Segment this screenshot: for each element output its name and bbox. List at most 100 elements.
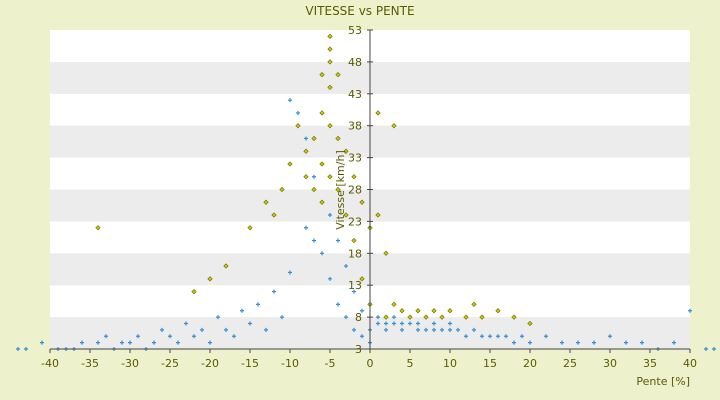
data-point-yellow bbox=[279, 186, 285, 193]
data-point-blue bbox=[288, 98, 292, 103]
data-point-blue bbox=[304, 225, 308, 230]
data-point-yellow bbox=[263, 199, 269, 205]
data-point-yellow bbox=[327, 84, 333, 91]
data-point-blue bbox=[272, 289, 276, 294]
x-tick-label: -5 bbox=[325, 357, 336, 370]
data-point-blue bbox=[176, 340, 180, 345]
y-tick-label: 23 bbox=[348, 215, 362, 228]
y-axis-label: Vitesse [km/h] bbox=[334, 150, 347, 230]
data-point-yellow bbox=[471, 301, 477, 307]
data-point-blue bbox=[40, 340, 44, 345]
axes bbox=[49, 29, 691, 353]
x-tick-label: 25 bbox=[563, 357, 577, 370]
data-point-blue bbox=[384, 327, 388, 332]
data-point-blue bbox=[248, 321, 252, 326]
data-point-yellow bbox=[207, 276, 213, 282]
x-tick-label: 0 bbox=[367, 357, 374, 370]
data-point-yellow bbox=[303, 148, 309, 154]
y-tick-label: 13 bbox=[348, 279, 362, 292]
y-tick-label: 18 bbox=[348, 247, 362, 260]
y-tick-label: 53 bbox=[348, 24, 362, 37]
x-tick-label: -35 bbox=[81, 357, 99, 370]
data-point-blue bbox=[24, 347, 28, 351]
data-point-blue bbox=[336, 302, 340, 307]
y-tick-label: 28 bbox=[348, 184, 362, 197]
data-point-yellow bbox=[319, 161, 325, 167]
data-point-yellow bbox=[319, 72, 325, 78]
y-tick-label: 33 bbox=[348, 152, 362, 165]
data-point-blue bbox=[352, 289, 356, 294]
data-point-blue bbox=[136, 334, 140, 339]
data-point-blue bbox=[104, 334, 108, 339]
data-point-blue bbox=[344, 264, 348, 269]
data-point-blue bbox=[400, 327, 404, 332]
data-point-yellow bbox=[327, 123, 333, 129]
data-point-blue bbox=[672, 340, 676, 345]
y-tick-label: 8 bbox=[355, 311, 362, 324]
data-point-blue bbox=[424, 327, 428, 332]
data-point-blue bbox=[232, 334, 236, 339]
data-point-blue bbox=[704, 347, 708, 351]
data-point-blue bbox=[256, 302, 260, 307]
data-point-blue bbox=[432, 327, 436, 332]
data-point-yellow bbox=[463, 314, 469, 320]
y-tick-label: 43 bbox=[348, 88, 362, 101]
data-point-yellow bbox=[303, 174, 309, 180]
x-tick-label: 15 bbox=[483, 357, 497, 370]
data-point-yellow bbox=[327, 33, 333, 40]
x-tick-label: 20 bbox=[523, 357, 537, 370]
data-point-yellow bbox=[335, 135, 341, 142]
data-point-yellow bbox=[311, 135, 317, 142]
data-point-blue bbox=[448, 321, 452, 326]
data-point-blue bbox=[288, 270, 292, 275]
tick-labels: -40 -35 -30 -25 -20 -15 -10 -5 0 5 10 15 20 25 30 35 40 3… bbox=[41, 24, 697, 370]
data-point-yellow bbox=[287, 161, 293, 167]
data-point-yellow bbox=[391, 301, 397, 307]
data-point-blue bbox=[312, 174, 316, 179]
data-point-blue bbox=[624, 340, 628, 345]
x-tick-label: 30 bbox=[603, 357, 617, 370]
data-point-blue bbox=[224, 327, 228, 332]
data-point-yellow bbox=[295, 123, 301, 129]
data-point-blue bbox=[168, 334, 172, 339]
data-point-yellow bbox=[423, 314, 429, 320]
x-tick-label: -25 bbox=[161, 357, 179, 370]
data-point-yellow bbox=[327, 46, 333, 52]
data-point-blue bbox=[432, 321, 436, 326]
y-tick-label: 48 bbox=[348, 56, 362, 69]
data-point-blue bbox=[472, 327, 476, 332]
data-point-blue bbox=[344, 315, 348, 320]
data-point-blue bbox=[192, 334, 196, 339]
data-point-yellow bbox=[375, 212, 381, 218]
y-tick-label: 38 bbox=[348, 120, 362, 133]
x-tick-label: 10 bbox=[443, 357, 457, 370]
x-tick-label: -40 bbox=[41, 357, 59, 370]
data-point-blue bbox=[688, 308, 692, 313]
data-point-yellow bbox=[511, 314, 517, 320]
data-point-blue bbox=[304, 136, 308, 141]
x-tick-label: 40 bbox=[683, 357, 697, 370]
data-point-blue bbox=[640, 340, 644, 345]
data-point-blue bbox=[712, 347, 716, 351]
data-point-yellow bbox=[359, 276, 365, 282]
data-point-yellow bbox=[343, 148, 349, 154]
data-point-yellow bbox=[311, 186, 317, 193]
data-point-yellow bbox=[335, 72, 341, 78]
data-point-blue bbox=[400, 321, 404, 326]
x-tick-label: 5 bbox=[407, 357, 414, 370]
data-point-yellow bbox=[495, 308, 501, 314]
data-point-blue bbox=[392, 315, 396, 320]
data-point-blue bbox=[496, 334, 500, 339]
data-point-blue bbox=[560, 340, 564, 345]
data-point-blue bbox=[328, 213, 332, 218]
data-point-blue bbox=[448, 327, 452, 332]
data-point-blue bbox=[360, 334, 364, 339]
data-point-blue bbox=[280, 315, 284, 320]
data-point-yellow bbox=[407, 314, 413, 320]
data-point-blue bbox=[16, 347, 20, 351]
data-point-blue bbox=[488, 334, 492, 339]
data-point-blue bbox=[360, 308, 364, 313]
data-point-blue bbox=[512, 340, 516, 345]
data-point-blue bbox=[120, 340, 124, 345]
data-point-yellow bbox=[383, 250, 389, 256]
